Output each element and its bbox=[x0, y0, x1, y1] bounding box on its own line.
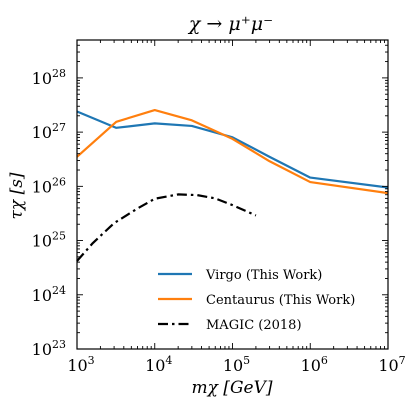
x-tick-label: 104 bbox=[145, 354, 172, 375]
y-tick-label: 1028 bbox=[32, 67, 66, 88]
x-tick-label: 107 bbox=[378, 354, 405, 375]
series-line-2 bbox=[76, 193, 257, 262]
x-tick-label: 103 bbox=[67, 354, 94, 375]
y-axis-label: τχ [s] bbox=[7, 172, 27, 219]
series-lines bbox=[76, 108, 389, 262]
legend: Virgo (This Work) Centaurus (This Work) MA… bbox=[158, 268, 355, 333]
x-tick-label: 105 bbox=[223, 354, 250, 375]
y-tick-label: 1025 bbox=[32, 230, 66, 251]
y-tick-label: 1026 bbox=[32, 175, 66, 196]
legend-label-0: Virgo (This Work) bbox=[205, 268, 322, 283]
y-tick-label: 1023 bbox=[32, 338, 66, 359]
chart-title: χ → μ⁺μ⁻ bbox=[187, 13, 273, 35]
legend-label-1: Centaurus (This Work) bbox=[206, 293, 355, 308]
y-tick-label: 1027 bbox=[32, 121, 66, 142]
x-tick-label: 106 bbox=[301, 354, 328, 375]
legend-label-2: MAGIC (2018) bbox=[206, 318, 302, 333]
x-axis-label: mχ [GeV] bbox=[191, 378, 272, 398]
series-line-0 bbox=[76, 110, 389, 189]
series-line-1 bbox=[76, 108, 389, 195]
y-tick-label: 1024 bbox=[32, 284, 66, 305]
axis-ticks bbox=[76, 39, 389, 350]
axis-tick-labels: 103 104 105 106 107 1023 1024 1025 1026 1027 1028 bbox=[32, 67, 406, 375]
